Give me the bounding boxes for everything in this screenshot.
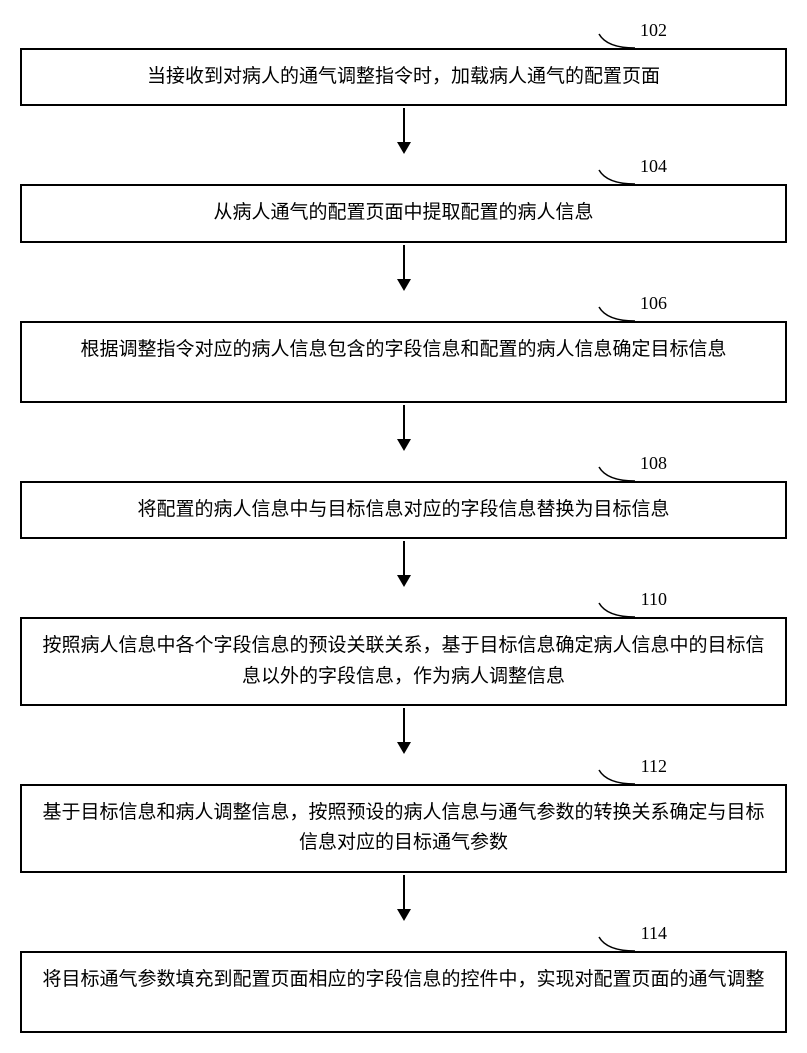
step-102: 102 当接收到对病人的通气调整指令时，加载病人通气的配置页面 <box>20 48 787 106</box>
step-box: 基于目标信息和病人调整信息，按照预设的病人信息与通气参数的转换关系确定与目标信息… <box>20 784 787 873</box>
ref-curve-icon <box>597 935 637 953</box>
step-box: 将配置的病人信息中与目标信息对应的字段信息替换为目标信息 <box>20 481 787 539</box>
step-box: 从病人通气的配置页面中提取配置的病人信息 <box>20 184 787 242</box>
ref-curve-icon <box>597 465 637 483</box>
step-112: 112 基于目标信息和病人调整信息，按照预设的病人信息与通气参数的转换关系确定与… <box>20 784 787 873</box>
step-box: 根据调整指令对应的病人信息包含的字段信息和配置的病人信息确定目标信息 <box>20 321 787 403</box>
ref-label-104: 104 <box>640 156 667 177</box>
arrow-down-icon <box>397 875 411 921</box>
step-110: 110 按照病人信息中各个字段信息的预设关联关系，基于目标信息确定病人信息中的目… <box>20 617 787 706</box>
arrow-down-icon <box>397 405 411 451</box>
ref-label-114: 114 <box>641 923 667 944</box>
ref-curve-icon <box>597 168 637 186</box>
step-box: 将目标通气参数填充到配置页面相应的字段信息的控件中，实现对配置页面的通气调整 <box>20 951 787 1033</box>
step-108: 108 将配置的病人信息中与目标信息对应的字段信息替换为目标信息 <box>20 481 787 539</box>
ref-label-112: 112 <box>641 756 667 777</box>
arrow-down-icon <box>397 541 411 587</box>
ref-curve-icon <box>597 32 637 50</box>
arrow-down-icon <box>397 245 411 291</box>
ref-curve-icon <box>597 601 637 619</box>
ref-label-106: 106 <box>640 293 667 314</box>
step-box: 当接收到对病人的通气调整指令时，加载病人通气的配置页面 <box>20 48 787 106</box>
step-box: 按照病人信息中各个字段信息的预设关联关系，基于目标信息确定病人信息中的目标信息以… <box>20 617 787 706</box>
ref-label-102: 102 <box>640 20 667 41</box>
step-106: 106 根据调整指令对应的病人信息包含的字段信息和配置的病人信息确定目标信息 <box>20 321 787 403</box>
arrow-down-icon <box>397 708 411 754</box>
arrow-down-icon <box>397 108 411 154</box>
step-114: 114 将目标通气参数填充到配置页面相应的字段信息的控件中，实现对配置页面的通气… <box>20 951 787 1033</box>
step-104: 104 从病人通气的配置页面中提取配置的病人信息 <box>20 184 787 242</box>
flowchart-container: 102 当接收到对病人的通气调整指令时，加载病人通气的配置页面 104 从病人通… <box>20 20 787 1033</box>
ref-curve-icon <box>597 305 637 323</box>
ref-curve-icon <box>597 768 637 786</box>
ref-label-108: 108 <box>640 453 667 474</box>
ref-label-110: 110 <box>641 589 667 610</box>
